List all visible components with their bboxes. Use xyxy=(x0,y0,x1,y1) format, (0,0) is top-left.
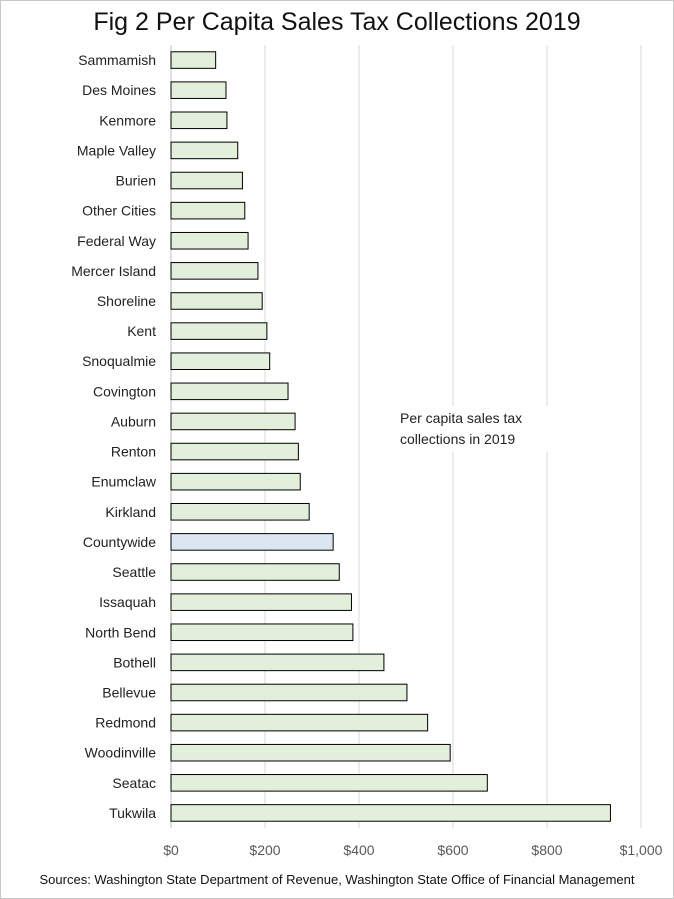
bar xyxy=(170,683,408,702)
category-label: Renton xyxy=(111,444,156,460)
bar xyxy=(170,141,239,160)
x-tick-label: $1,000 xyxy=(620,842,663,858)
bar xyxy=(170,201,246,220)
bar xyxy=(170,81,227,99)
bar xyxy=(170,382,289,401)
category-label: Countywide xyxy=(83,534,156,550)
category-label: Woodinville xyxy=(85,745,157,761)
category-label: Bothell xyxy=(113,654,156,670)
category-label: Auburn xyxy=(111,413,156,429)
bar xyxy=(170,804,611,822)
category-label: Other Cities xyxy=(82,203,156,219)
bar xyxy=(170,352,271,370)
category-label: North Bend xyxy=(85,624,156,640)
category-label: Federal Way xyxy=(77,233,156,249)
bar xyxy=(170,292,263,310)
bar xyxy=(170,322,268,340)
bar xyxy=(170,51,217,69)
bar xyxy=(170,262,259,280)
category-label: Kent xyxy=(127,323,156,339)
chart-title: Fig 2 Per Capita Sales Tax Collections 2… xyxy=(93,8,581,36)
bar xyxy=(170,743,451,762)
category-label: Kirkland xyxy=(105,504,156,520)
bar xyxy=(170,713,429,732)
bar xyxy=(170,442,299,461)
bar xyxy=(170,623,354,642)
category-label: Issaquah xyxy=(99,594,156,610)
bar xyxy=(170,563,340,581)
category-label: Tukwila xyxy=(109,805,156,821)
bar xyxy=(170,171,243,190)
x-tick-label: $400 xyxy=(343,842,374,858)
category-label: Maple Valley xyxy=(77,142,156,158)
bar xyxy=(170,231,249,250)
category-label: Seatac xyxy=(112,775,156,791)
category-label: Bellevue xyxy=(102,684,156,700)
bar xyxy=(170,593,352,611)
category-label: Enumclaw xyxy=(91,474,156,490)
bar xyxy=(170,653,385,672)
category-label: Snoqualmie xyxy=(82,353,156,369)
category-label: Redmond xyxy=(95,715,156,731)
x-tick-label: $800 xyxy=(531,842,562,858)
category-label: Mercer Island xyxy=(71,263,156,279)
chart-annotation: Per capita sales tax collections in 2019 xyxy=(392,406,578,452)
x-tick-label: $0 xyxy=(163,842,179,858)
category-label: Des Moines xyxy=(82,82,156,98)
category-label: Burien xyxy=(116,173,156,189)
bar xyxy=(170,533,334,551)
category-label: Kenmore xyxy=(99,112,156,128)
bar xyxy=(170,774,488,792)
x-tick-label: $600 xyxy=(437,842,468,858)
x-tick-label: $200 xyxy=(249,842,280,858)
bar xyxy=(170,412,296,431)
category-label: Seattle xyxy=(112,564,156,580)
category-label: Covington xyxy=(93,383,156,399)
source-note: Sources: Washington State Department of … xyxy=(39,872,635,887)
bar xyxy=(170,111,228,130)
bar xyxy=(170,503,310,521)
category-label: Shoreline xyxy=(97,293,156,309)
bar xyxy=(170,472,301,491)
category-label: Sammamish xyxy=(78,52,156,68)
